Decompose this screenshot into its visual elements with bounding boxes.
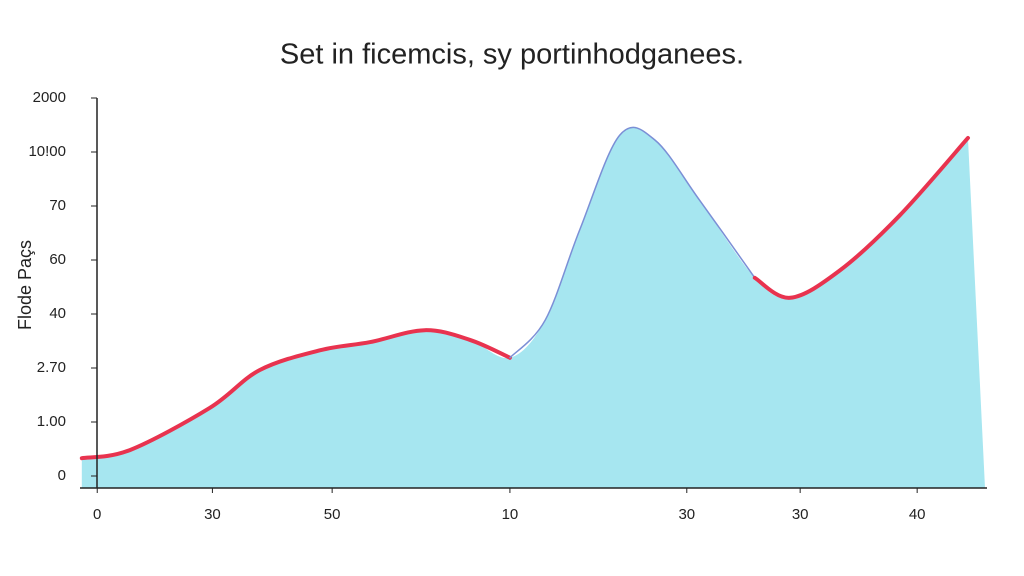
y-axis-title: Flode Paçs <box>15 240 35 330</box>
y-tick-label: 70 <box>49 197 66 214</box>
y-tick-label: 60 <box>49 251 66 268</box>
area <box>81 127 985 488</box>
line <box>752 135 970 300</box>
line <box>509 126 756 359</box>
x-tick-label: 30 <box>678 506 695 523</box>
chart-title: Set in ficemcis, sy portinhodganees. <box>280 39 744 71</box>
y-tick-label: 40 <box>49 305 66 322</box>
x-tick-label: 40 <box>909 506 926 523</box>
x-tick-label: 30 <box>792 506 809 523</box>
x-tick-label: 10 <box>502 506 519 523</box>
y-tick-label: 2000 <box>33 89 66 106</box>
x-tick-label: 0 <box>93 506 101 523</box>
y-tick-label: 0 <box>58 467 66 484</box>
line <box>79 328 512 461</box>
y-tick-label: 1.00 <box>37 413 66 430</box>
x-tick-label: 30 <box>204 506 221 523</box>
x-tick-label: 50 <box>324 506 341 523</box>
y-tick-label: 10!00 <box>28 143 66 160</box>
y-tick-label: 2.70 <box>37 359 66 376</box>
